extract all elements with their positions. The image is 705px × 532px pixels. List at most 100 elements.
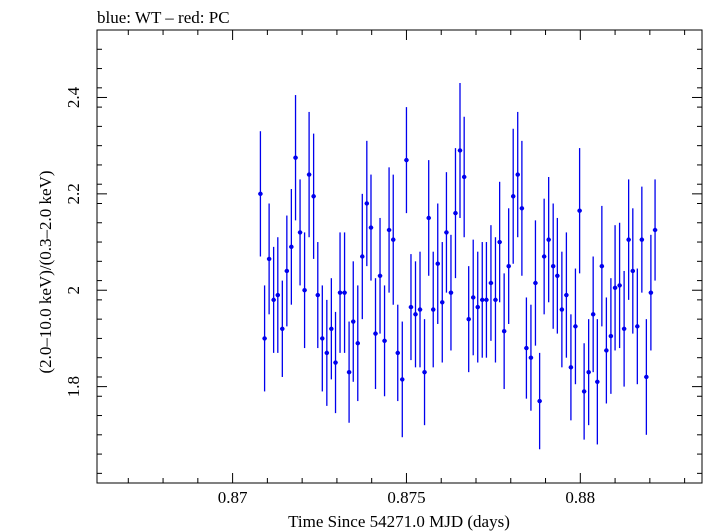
data-point: [306, 172, 312, 177]
data-point: [524, 345, 529, 351]
data-point: [639, 237, 645, 242]
data-point: [373, 331, 378, 336]
data-point: [604, 348, 609, 353]
data-point: [377, 273, 383, 278]
data-point: [635, 324, 640, 329]
y-tick-label: 2.4: [64, 86, 83, 108]
data-point: [506, 263, 511, 269]
data-point: [590, 312, 596, 317]
x-tick-label: 0.88: [565, 488, 595, 507]
data-point: [395, 350, 400, 356]
data-point: [612, 285, 618, 291]
data-point: [497, 239, 502, 245]
data-point: [559, 307, 565, 312]
data-point: [391, 237, 396, 242]
data-point: [480, 297, 485, 303]
data-point: [364, 201, 370, 206]
data-point: [417, 307, 423, 312]
x-axis-label: Time Since 54271.0 MJD (days): [288, 512, 510, 531]
plot-frame: [96, 29, 703, 484]
data-point: [586, 369, 591, 375]
data-point: [280, 326, 285, 331]
data-point: [426, 215, 431, 221]
data-point: [258, 191, 263, 197]
data-point: [360, 254, 365, 259]
data-point: [408, 304, 414, 310]
y-tick-label: 1.8: [64, 376, 83, 397]
data-point: [284, 268, 290, 274]
data-point: [311, 194, 316, 199]
data-point: [382, 338, 387, 344]
data-point: [435, 261, 440, 266]
data-point: [555, 273, 560, 278]
data-point: [626, 237, 631, 242]
data-point: [475, 304, 480, 310]
data-point: [541, 254, 547, 259]
data-point: [315, 292, 320, 298]
data-point: [577, 208, 582, 213]
data-point: [488, 280, 494, 286]
chart-title: blue: WT – red: PC: [97, 8, 230, 27]
data-point: [271, 297, 276, 303]
axes: 1.8 2 2.2 2.4 0.87 0.875 0.88: [64, 30, 702, 507]
data-point: [466, 316, 471, 322]
data-point: [329, 326, 334, 331]
data-point: [293, 155, 298, 160]
data-point: [550, 263, 556, 269]
data-point: [493, 297, 498, 303]
data-point: [324, 350, 330, 356]
data-series: [258, 83, 658, 450]
data-point: [448, 290, 454, 295]
data-point: [346, 369, 352, 375]
x-tick-label: 0.875: [387, 488, 425, 507]
data-point: [515, 172, 520, 177]
data-point: [400, 377, 405, 382]
data-point: [413, 312, 418, 317]
data-point: [533, 280, 538, 286]
data-point: [297, 230, 303, 235]
data-point: [621, 326, 627, 331]
data-point: [266, 256, 272, 262]
data-point: [368, 225, 374, 230]
data-point: [581, 389, 587, 394]
data-point: [608, 333, 614, 339]
data-point: [275, 292, 281, 298]
data-point: [355, 341, 360, 346]
data-point: [630, 268, 636, 274]
data-point: [648, 290, 654, 295]
data-point: [457, 148, 463, 153]
data-point: [422, 369, 427, 375]
data-point: [440, 300, 445, 305]
data-point: [404, 157, 409, 163]
data-point: [453, 210, 458, 216]
data-point: [546, 237, 551, 242]
data-point: [342, 290, 347, 295]
data-point: [461, 174, 467, 180]
data-point: [484, 297, 489, 303]
y-axis-label: (2.0–10.0 keV)/(0.3–2.0 keV): [36, 170, 55, 373]
y-tick-label: 2: [64, 286, 83, 295]
data-point: [568, 365, 574, 370]
data-point: [617, 283, 622, 288]
data-point: [471, 295, 476, 300]
data-point: [510, 194, 516, 199]
data-point: [431, 307, 436, 312]
data-point: [537, 398, 542, 404]
data-point: [351, 319, 356, 324]
data-point: [644, 374, 649, 380]
data-point: [302, 288, 307, 293]
data-point: [652, 227, 658, 233]
data-point: [595, 379, 600, 384]
data-point: [564, 292, 569, 298]
data-point: [528, 355, 534, 360]
data-point: [386, 227, 392, 233]
x-tick-label: 0.87: [218, 488, 248, 507]
data-point: [501, 328, 507, 334]
data-point: [320, 336, 325, 341]
data-point: [599, 263, 605, 269]
data-point: [573, 324, 578, 329]
data-point: [333, 360, 338, 365]
data-point: [444, 230, 449, 235]
data-point: [262, 336, 267, 341]
